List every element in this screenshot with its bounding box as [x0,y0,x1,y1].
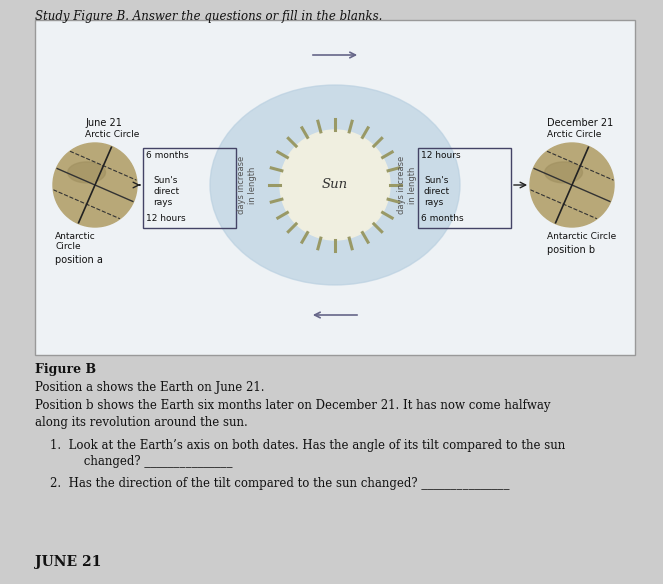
Text: 12 hours: 12 hours [146,214,186,223]
Text: Arctic Circle: Arctic Circle [85,130,139,139]
Text: position b: position b [547,245,595,255]
Text: 6 months: 6 months [421,214,463,223]
Text: 12 hours: 12 hours [421,151,461,160]
Text: days increase
in length: days increase in length [237,156,257,214]
Circle shape [280,130,390,240]
Ellipse shape [545,162,583,183]
Text: 2.  Has the direction of the tilt compared to the sun changed? _______________: 2. Has the direction of the tilt compare… [50,477,509,490]
Text: December 21: December 21 [547,118,613,128]
Ellipse shape [68,162,105,183]
Text: 1.  Look at the Earth’s axis on both dates. Has the angle of its tilt compared t: 1. Look at the Earth’s axis on both date… [50,439,566,452]
Text: Antarctic
Circle: Antarctic Circle [55,232,95,251]
Text: 6 months: 6 months [146,151,189,160]
Text: Sun's
direct
rays: Sun's direct rays [424,176,450,207]
Bar [143,148,236,228]
Text: changed? _______________: changed? _______________ [65,455,233,468]
Text: Position a shows the Earth on June 21.: Position a shows the Earth on June 21. [35,381,265,394]
Text: JUNE 21: JUNE 21 [35,555,101,569]
Text: Arctic Circle: Arctic Circle [547,130,601,139]
Text: Sun's
direct
rays: Sun's direct rays [153,176,179,207]
Bar [418,148,511,228]
Text: Antarctic Circle: Antarctic Circle [547,232,616,241]
Text: Figure B: Figure B [35,363,96,376]
Text: position a: position a [55,255,103,265]
Text: Position b shows the Earth six months later on December 21. It has now come half: Position b shows the Earth six months la… [35,399,550,429]
Text: Sun: Sun [322,179,348,192]
Circle shape [530,143,614,227]
Text: Study Figure B. Answer the questions or fill in the blanks.: Study Figure B. Answer the questions or … [35,10,383,23]
Text: days increase
in length: days increase in length [397,156,417,214]
Circle shape [53,143,137,227]
Text: June 21: June 21 [85,118,122,128]
Ellipse shape [210,85,460,285]
Bar [35,20,635,355]
